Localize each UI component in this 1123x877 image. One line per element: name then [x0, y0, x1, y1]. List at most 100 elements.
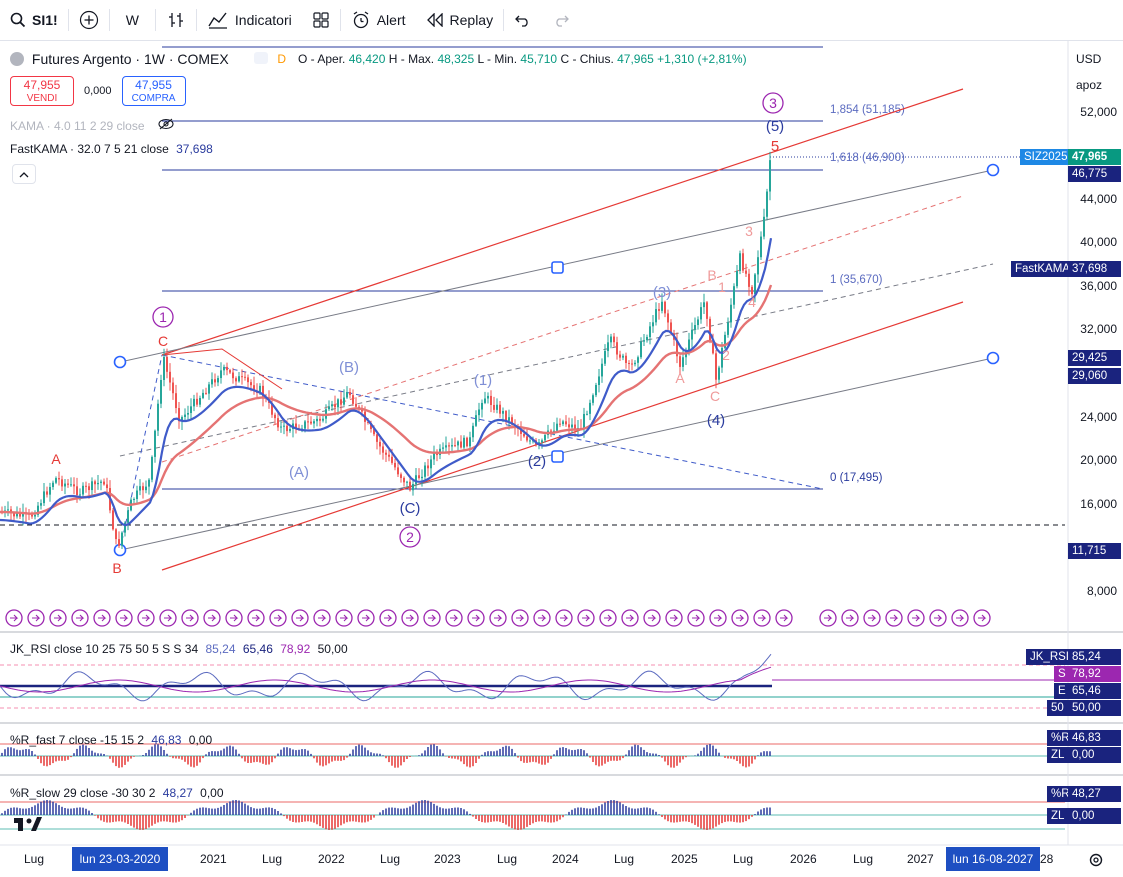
events-row[interactable] — [5, 609, 991, 627]
candle-body — [307, 421, 309, 423]
time-tick-label: 2023 — [434, 852, 461, 866]
candle-body — [409, 481, 411, 491]
r-fast-value-2: 0,00 — [188, 733, 213, 747]
time-tick-label: 2022 — [318, 852, 345, 866]
r-fast-legend[interactable]: %R_fast 7 close -15 15 2 46,83 0,00 — [10, 733, 212, 747]
candle-body — [769, 160, 771, 192]
candle-body — [559, 423, 561, 425]
drawing-handle[interactable] — [986, 351, 1000, 365]
fastkama-legend[interactable]: FastKAMA · 32.0 7 5 21 close 37,698 — [10, 142, 213, 156]
r-slow-legend[interactable]: %R_slow 29 close -30 30 2 48,27 0,00 — [10, 786, 224, 800]
bar-chart-type-icon — [166, 10, 186, 30]
replay-label: Replay — [449, 12, 494, 28]
wave-label-3-minor: 3 — [745, 223, 753, 239]
candle-body — [172, 382, 174, 394]
candle-body — [271, 402, 273, 415]
red-triangle-line[interactable] — [161, 348, 283, 390]
indicators-button[interactable]: Indicatori — [197, 0, 302, 40]
chart-settings-button[interactable] — [1088, 852, 1104, 873]
trade-buttons: 47,955 VENDI 0,000 47,955 COMPRA — [10, 76, 186, 106]
buy-label: COMPRA — [131, 93, 176, 104]
rsi-legend[interactable]: JK_RSI close 10 25 75 50 5 S S 34 85,24 … — [10, 642, 348, 656]
candle-body — [565, 421, 567, 425]
buy-button[interactable]: 47,955 COMPRA — [121, 76, 186, 106]
fastkama-line[interactable] — [0, 238, 773, 527]
candle-body — [739, 253, 741, 271]
symbol-search-button[interactable]: SI1! — [0, 0, 68, 40]
arrow-icon — [560, 614, 569, 622]
sell-button[interactable]: 47,955 VENDI — [10, 76, 74, 106]
arrow-icon — [780, 614, 789, 622]
candle-body — [595, 384, 597, 396]
redo-button[interactable] — [542, 0, 580, 40]
candle-body — [430, 459, 432, 469]
r-slow-value-1: 48,27 — [162, 786, 193, 800]
scale-mode-selector[interactable]: apoz — [1076, 78, 1103, 92]
layouts-button[interactable] — [302, 0, 340, 40]
arrow-icon — [164, 614, 173, 622]
drawing-handle[interactable] — [113, 543, 127, 557]
symbol-legend[interactable]: Futures Argento · 1W · COMEX — [10, 51, 229, 67]
collapse-legend-button[interactable] — [12, 164, 36, 184]
arrow-icon — [824, 614, 833, 622]
candle-body — [619, 354, 621, 358]
drawing-handle[interactable] — [113, 355, 127, 369]
drawing-handle[interactable] — [551, 450, 564, 463]
alarm-clock-icon — [351, 10, 371, 30]
eye-badge[interactable]: D — [254, 52, 286, 66]
compare-symbol-button[interactable] — [69, 0, 109, 40]
interval-button[interactable]: W — [110, 0, 155, 40]
kama-legend[interactable]: KAMA · 4.0 11 2 29 close — [10, 118, 174, 133]
price-tick-label: 36,000 — [1080, 279, 1117, 293]
r-fast-tag: %R — [1047, 730, 1074, 746]
arrow-icon — [714, 614, 723, 622]
candle-body — [319, 418, 321, 421]
drawing-handle[interactable] — [986, 163, 1000, 177]
red-channel-mid-line[interactable] — [161, 195, 964, 463]
candle-body — [88, 486, 90, 491]
drawing-handle[interactable] — [551, 261, 564, 274]
toolbar-divider — [195, 9, 197, 31]
open-label: O - Aper. — [298, 52, 346, 66]
chart-type-button[interactable] — [156, 0, 196, 40]
candle-body — [388, 454, 390, 457]
chart-title: Futures Argento · 1W · COMEX — [31, 51, 229, 67]
arrow-icon — [120, 614, 129, 622]
grey-channel-mid-line[interactable] — [119, 263, 994, 457]
candle-body — [178, 408, 180, 422]
gear-icon — [1088, 853, 1104, 872]
tradingview-logo[interactable] — [14, 817, 42, 831]
kama-line[interactable] — [0, 284, 773, 515]
candle-body — [664, 301, 666, 314]
r-fast-pane[interactable] — [0, 743, 1065, 768]
hidden-eye-icon[interactable] — [158, 118, 174, 133]
rsi-pane[interactable] — [0, 653, 1065, 709]
rsi-value-4: 50,00 — [317, 642, 348, 656]
undo-button[interactable] — [504, 0, 542, 40]
candle-body — [574, 424, 576, 431]
candle-body — [679, 356, 681, 367]
sell-label: VENDI — [26, 93, 58, 104]
r-slow-pane[interactable] — [0, 800, 1065, 830]
candle-body — [358, 406, 360, 408]
red-channel-top-line[interactable] — [161, 88, 964, 356]
candle-body — [64, 483, 66, 487]
alert-button[interactable]: Alert — [341, 0, 416, 40]
candle-body — [475, 415, 477, 426]
arrow-icon — [296, 614, 305, 622]
candle-body — [184, 414, 186, 418]
wave-label-a-minor: A — [675, 370, 685, 386]
candle-body — [403, 477, 405, 483]
candle-body — [37, 505, 39, 515]
blue-dashed-wave-line[interactable] — [119, 354, 163, 551]
candle-body — [562, 421, 564, 425]
currency-selector[interactable]: USD — [1076, 52, 1102, 66]
redo-icon — [552, 13, 570, 27]
candle-body — [13, 513, 15, 517]
price-candles[interactable] — [1, 151, 771, 550]
candle-body — [412, 484, 414, 491]
replay-button[interactable]: Replay — [416, 0, 504, 40]
candle-body — [655, 309, 657, 323]
candle-body — [433, 453, 435, 460]
